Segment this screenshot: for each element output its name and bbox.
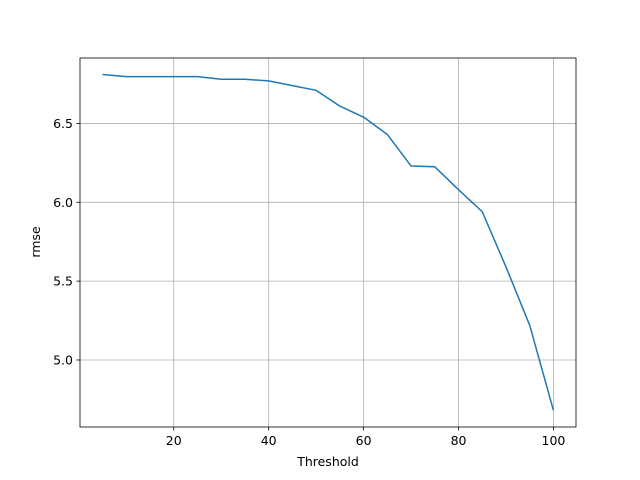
y-tick-label: 5.5 — [53, 274, 73, 289]
y-tick-label: 5.0 — [53, 352, 73, 367]
y-tick-label: 6.0 — [53, 195, 73, 210]
x-tick-label: 60 — [356, 433, 372, 448]
x-tick-label: 100 — [542, 433, 566, 448]
x-tick-label: 40 — [261, 433, 277, 448]
axes-frame — [79, 57, 577, 428]
y-tick-label: 6.5 — [53, 116, 73, 131]
x-axis-label: Threshold — [296, 454, 359, 469]
x-tick-label: 80 — [451, 433, 467, 448]
plot-area: 20 40 60 80 100 5.0 5.5 6.0 6.5 — [53, 58, 576, 448]
y-axis-label: rmse — [28, 226, 43, 258]
line-series — [102, 73, 555, 411]
x-tick-label: 20 — [166, 433, 182, 448]
